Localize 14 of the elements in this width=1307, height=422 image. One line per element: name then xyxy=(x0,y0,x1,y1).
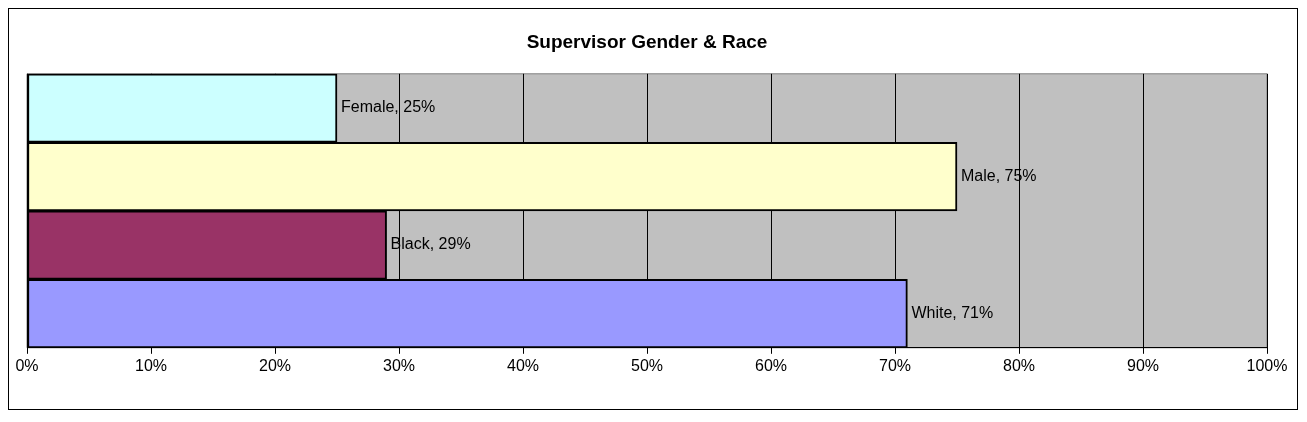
x-tick-label: 10% xyxy=(134,356,168,374)
x-tick-label: 70% xyxy=(878,356,912,374)
x-tick-label: 30% xyxy=(382,356,416,374)
x-tick-label: 80% xyxy=(1002,356,1036,374)
chart-title: Supervisor Gender & Race xyxy=(526,30,768,52)
x-tick-label: 0% xyxy=(15,356,39,374)
x-tick-label: 100% xyxy=(1246,356,1288,374)
x-tick-label: 50% xyxy=(630,356,664,374)
data-label: White, 71% xyxy=(911,303,994,321)
x-tick-label: 60% xyxy=(754,356,788,374)
x-tick-label: 90% xyxy=(1126,356,1160,374)
x-tick-label: 40% xyxy=(506,356,540,374)
data-label: Female, 25% xyxy=(341,98,436,116)
x-tick-label: 20% xyxy=(258,356,292,374)
